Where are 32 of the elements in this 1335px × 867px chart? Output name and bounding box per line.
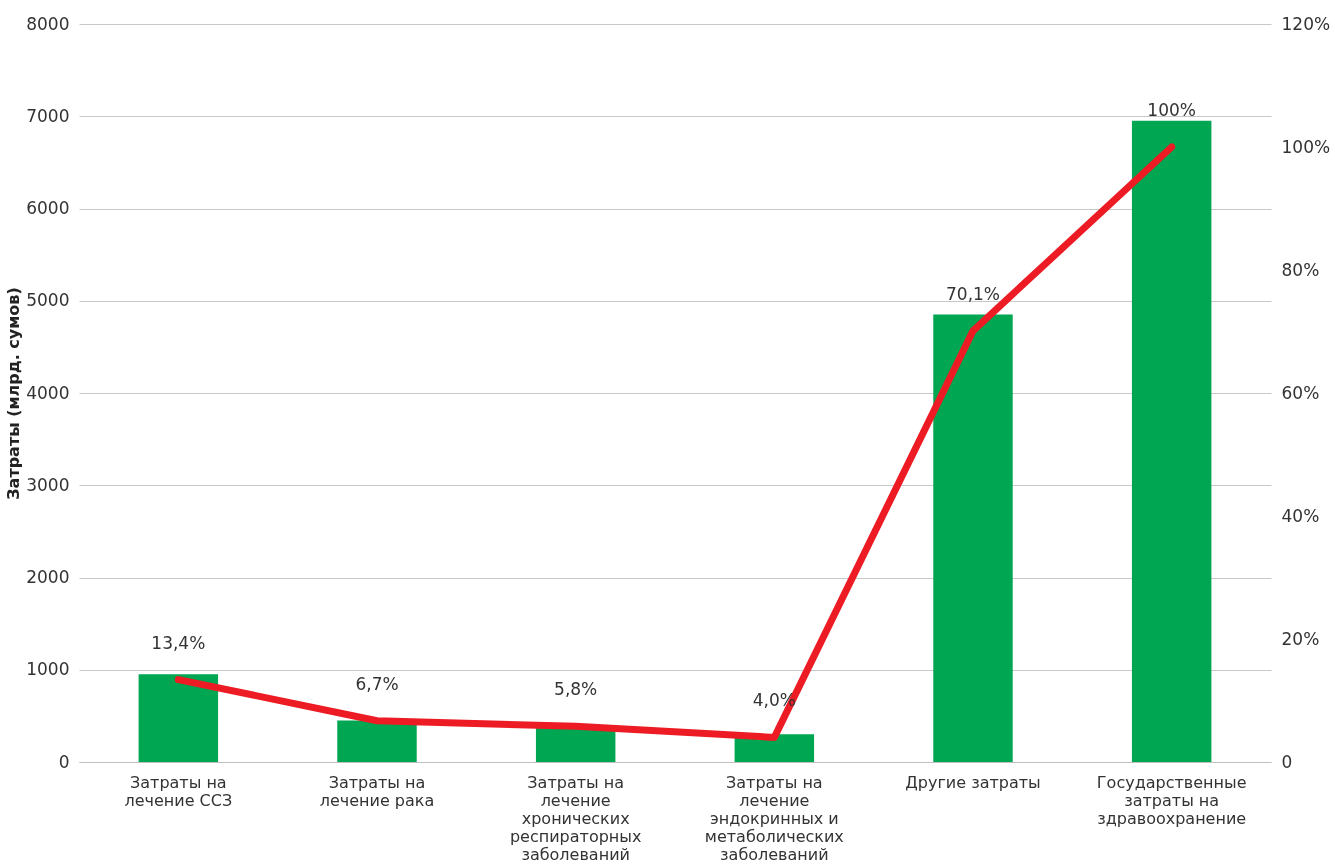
data-label: 6,7% [355,673,399,694]
y-tick-label: 8000 [26,13,70,34]
bar [933,314,1013,762]
y-tick-label: 5000 [26,290,70,311]
y2-tick-label: 100% [1281,136,1331,157]
y2-tick-label: 40% [1281,505,1320,526]
x-tick-label: Государственные затраты на здравоохранение [1096,772,1247,828]
y2-tick-label: 0 [1281,751,1293,772]
x-tick-label: Затраты на лечение эндокринных и метаболических заболеваний [704,772,844,864]
y-tick-label: 0 [58,751,70,772]
x-tick-label: Другие затраты [905,772,1041,792]
bar [138,674,219,762]
bar [337,720,417,762]
x-tick-label: Затраты на лечение ССЗ [124,772,233,810]
y2-tick-label: 120% [1281,13,1331,34]
y-tick-label: 7000 [26,105,70,126]
y2-tick-label: 20% [1281,628,1320,649]
x-tick-label: Затраты на лечение рака [319,772,435,810]
data-label: 70,1% [945,283,1001,304]
bar [1131,120,1212,762]
data-label: 100% [1147,100,1196,120]
x-tick-label: Затраты на лечение хронических респираторных заболеваний [509,772,642,864]
data-label: 5,8% [554,679,598,700]
y-tick-label: 1000 [26,659,70,680]
y-tick-label: 3000 [26,474,70,495]
y2-tick-label: 80% [1281,259,1320,280]
y-tick-label: 6000 [26,198,70,218]
y-tick-label: 4000 [26,382,70,403]
data-label: 13,4% [151,632,206,653]
y2-tick-label: 60% [1281,382,1320,403]
y-tick-label: 2000 [26,567,70,587]
y-axis-title: Затраты (млрд. сумов) [4,287,24,500]
